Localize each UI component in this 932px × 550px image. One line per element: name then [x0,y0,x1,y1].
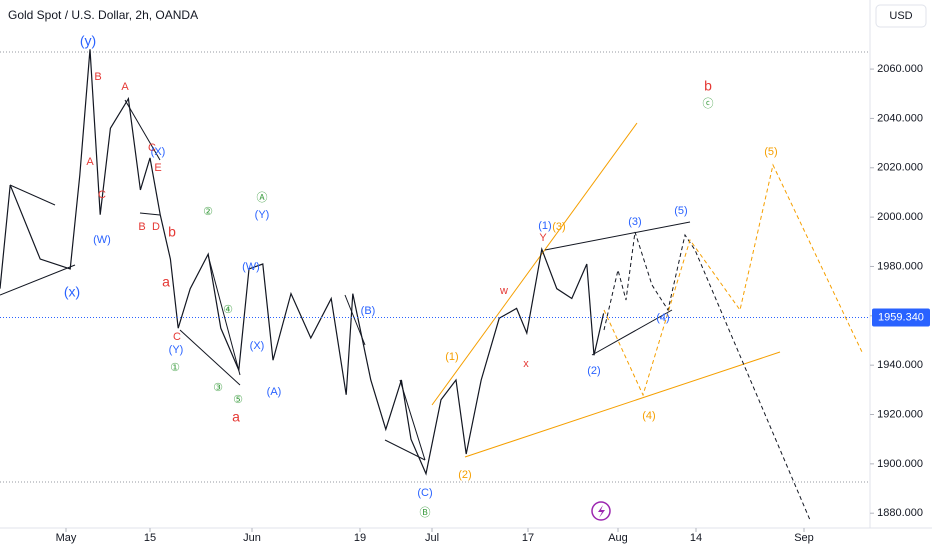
wave-label: ⑤ [233,394,243,406]
wave-label: Ⓑ [420,506,431,519]
wave-label: ② [203,206,213,218]
trend-line [591,309,673,356]
x-tick-label: Jun [243,532,261,544]
wave-label: B [94,71,101,83]
wave-label: C [148,142,156,154]
y-tick-label: 1980.000 [877,260,923,272]
trend-line [139,212,161,216]
event-icon-bolt [598,505,605,518]
x-tick-label: Sep [794,532,814,544]
trend-line [179,329,241,386]
x-tick-label: Jul [425,532,439,544]
projection [603,231,811,521]
wave-label: (5) [764,146,777,158]
y-tick-label: 1920.000 [877,408,923,420]
wave-label: b [168,224,176,240]
wave-label: A [121,81,129,93]
wave-label: Y [539,232,547,244]
last-price-label: 1959.340 [878,311,924,323]
wave-label: (4) [642,410,655,422]
wave-label: ① [170,362,180,374]
wave-label: A [86,156,94,168]
trend-line [544,221,691,251]
wave-label: (x) [64,284,80,300]
y-tick-label: 2020.000 [877,162,923,174]
wave-label: a [232,409,240,425]
wave-label: (1) [538,220,551,232]
trend-line [0,264,76,296]
wave-label: a [162,274,170,290]
wave-label: w [499,285,508,297]
wave-label: C [173,331,181,343]
y-tick-label: 2000.000 [877,211,923,223]
trend-line [124,99,161,161]
chart-title: Gold Spot / U.S. Dollar, 2h, OANDA [8,8,198,22]
wave-label: (W) [93,234,111,246]
wave-label: ③ [213,382,223,394]
drawings [0,99,863,521]
wave-label: (Y) [169,344,184,356]
wave-label: (Y) [255,209,270,221]
wave-label: (X) [250,340,265,352]
x-tick-label: 17 [522,532,534,544]
trend-line [207,254,241,376]
y-tick-label: 2040.000 [877,112,923,124]
y-tick-label: 1940.000 [877,359,923,371]
wave-label: ④ [223,304,233,316]
wave-label: ⓒ [703,97,714,110]
wave-label: (3) [628,216,641,228]
channel-line [431,122,638,406]
wave-label: (2) [587,365,600,377]
wave-label: E [154,162,161,174]
x-tick-label: 19 [354,532,366,544]
channel-line [464,351,781,458]
last-price-tag [872,308,930,327]
wave-label: (5) [674,205,687,217]
y-tick-label: 1880.000 [877,507,923,519]
wave-label: (4) [656,312,669,324]
x-tick-label: Aug [608,532,628,544]
currency-button[interactable] [875,4,927,28]
wave-label: (y) [80,33,96,49]
currency-label[interactable]: USD [889,10,912,22]
wave-label: B [138,221,145,233]
wave-label: (1) [445,351,458,363]
wave-label: D [152,221,160,233]
wave-label: (C) [417,487,432,499]
wave-label: x [523,358,529,370]
y-tick-label: 1900.000 [877,458,923,470]
wave-label: (3) [552,221,565,233]
x-tick-label: 14 [690,532,702,544]
x-tick-label: May [56,532,77,544]
wave-label: Ⓐ [257,191,268,204]
y-tick-label: 2060.000 [877,63,923,75]
wave-label: (W) [242,261,260,273]
trend-line [9,184,56,206]
wave-label: (X) [151,146,166,158]
price-line [0,49,605,476]
wave-label: b [704,78,712,94]
wave-label: C [98,189,106,201]
projection [603,163,863,397]
wave-label: (B) [361,305,376,317]
wave-label: (A) [267,386,282,398]
x-tick-label: 15 [144,532,156,544]
wave-label: (2) [458,469,471,481]
